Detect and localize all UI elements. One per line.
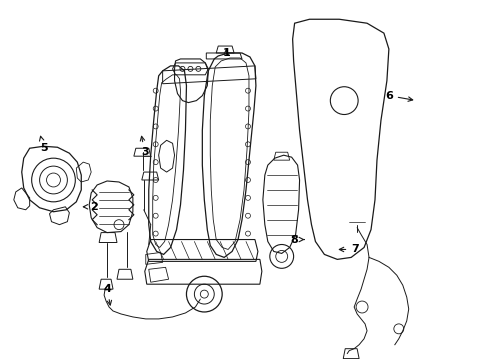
Text: 5: 5 bbox=[40, 136, 48, 153]
Text: 7: 7 bbox=[339, 244, 359, 255]
Text: 4: 4 bbox=[103, 284, 112, 305]
Text: 3: 3 bbox=[140, 136, 148, 157]
Text: 8: 8 bbox=[291, 234, 304, 244]
Text: 6: 6 bbox=[385, 91, 413, 101]
Text: 1: 1 bbox=[222, 48, 230, 58]
Text: 2: 2 bbox=[83, 202, 98, 212]
